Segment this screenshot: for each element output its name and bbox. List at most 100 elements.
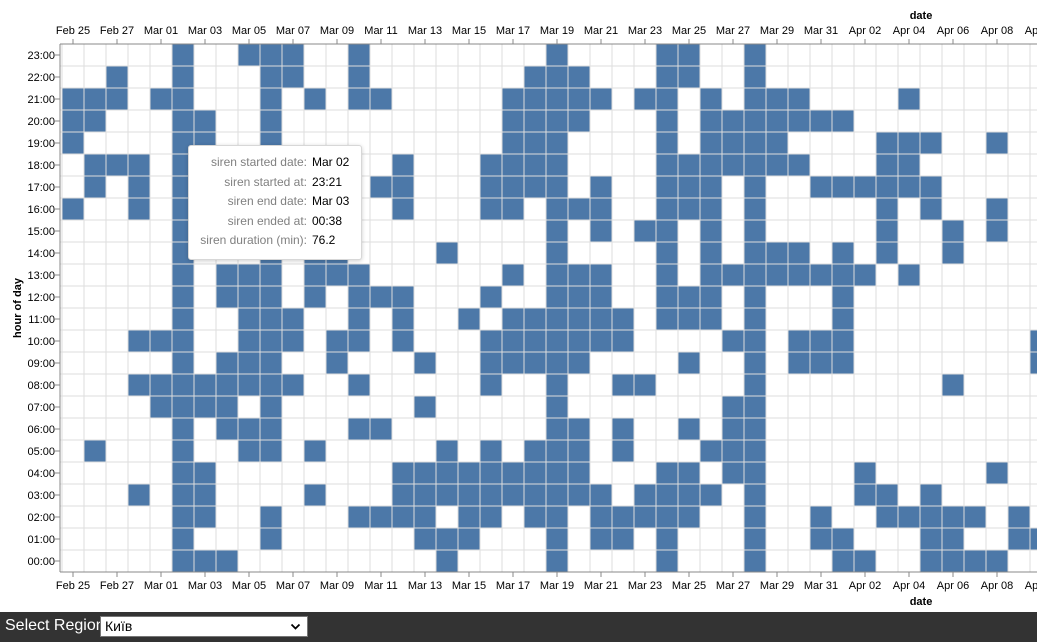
- heatmap-cell[interactable]: [194, 462, 216, 484]
- heatmap-cell[interactable]: [172, 308, 194, 330]
- region-select[interactable]: Київ: [100, 616, 308, 637]
- heatmap-cell[interactable]: [282, 66, 304, 88]
- heatmap-cell[interactable]: [172, 396, 194, 418]
- heatmap-cell[interactable]: [656, 528, 678, 550]
- heatmap-cell[interactable]: [964, 550, 986, 572]
- heatmap-cell[interactable]: [810, 110, 832, 132]
- heatmap-cell[interactable]: [656, 132, 678, 154]
- heatmap-cell[interactable]: [546, 418, 568, 440]
- heatmap-cell[interactable]: [920, 198, 942, 220]
- heatmap-cell[interactable]: [898, 154, 920, 176]
- heatmap-cell[interactable]: [260, 330, 282, 352]
- heatmap-cell[interactable]: [722, 264, 744, 286]
- heatmap-cell[interactable]: [832, 550, 854, 572]
- heatmap-cell[interactable]: [414, 352, 436, 374]
- heatmap-cell[interactable]: [612, 418, 634, 440]
- heatmap-cell[interactable]: [744, 110, 766, 132]
- heatmap-cell[interactable]: [876, 242, 898, 264]
- heatmap-cell[interactable]: [612, 308, 634, 330]
- heatmap-cell[interactable]: [766, 264, 788, 286]
- heatmap-cell[interactable]: [678, 154, 700, 176]
- heatmap-cell[interactable]: [766, 110, 788, 132]
- heatmap-cell[interactable]: [634, 374, 656, 396]
- heatmap-cell[interactable]: [172, 44, 194, 66]
- heatmap-cell[interactable]: [392, 308, 414, 330]
- heatmap-cell[interactable]: [194, 110, 216, 132]
- heatmap-cell[interactable]: [942, 220, 964, 242]
- heatmap-cell[interactable]: [722, 330, 744, 352]
- heatmap-cell[interactable]: [590, 220, 612, 242]
- heatmap-cell[interactable]: [678, 286, 700, 308]
- heatmap-cell[interactable]: [546, 462, 568, 484]
- heatmap-cell[interactable]: [678, 462, 700, 484]
- heatmap-cell[interactable]: [150, 396, 172, 418]
- heatmap-cell[interactable]: [260, 352, 282, 374]
- heatmap-cell[interactable]: [568, 264, 590, 286]
- heatmap-cell[interactable]: [502, 352, 524, 374]
- heatmap-cell[interactable]: [128, 154, 150, 176]
- heatmap-cell[interactable]: [832, 176, 854, 198]
- heatmap-cell[interactable]: [260, 88, 282, 110]
- heatmap-cell[interactable]: [744, 220, 766, 242]
- heatmap-cell[interactable]: [546, 110, 568, 132]
- heatmap-cell[interactable]: [590, 506, 612, 528]
- heatmap-cell[interactable]: [832, 352, 854, 374]
- heatmap-cell[interactable]: [62, 110, 84, 132]
- heatmap-cell[interactable]: [458, 484, 480, 506]
- heatmap-cell[interactable]: [326, 264, 348, 286]
- heatmap-cell[interactable]: [502, 132, 524, 154]
- heatmap-cell[interactable]: [238, 330, 260, 352]
- heatmap-cell[interactable]: [546, 44, 568, 66]
- heatmap-cell[interactable]: [744, 176, 766, 198]
- heatmap-cell[interactable]: [62, 88, 84, 110]
- heatmap-cell[interactable]: [282, 308, 304, 330]
- heatmap-cell[interactable]: [392, 198, 414, 220]
- heatmap-cell[interactable]: [700, 176, 722, 198]
- heatmap-cell[interactable]: [700, 308, 722, 330]
- heatmap-cell[interactable]: [722, 132, 744, 154]
- heatmap-cell[interactable]: [414, 506, 436, 528]
- heatmap-cell[interactable]: [832, 286, 854, 308]
- heatmap-cell[interactable]: [348, 330, 370, 352]
- heatmap-cell[interactable]: [656, 286, 678, 308]
- heatmap-cell[interactable]: [612, 330, 634, 352]
- heatmap-cell[interactable]: [854, 264, 876, 286]
- heatmap-cell[interactable]: [744, 286, 766, 308]
- heatmap-cell[interactable]: [238, 418, 260, 440]
- heatmap-cell[interactable]: [414, 396, 436, 418]
- heatmap-cell[interactable]: [744, 242, 766, 264]
- heatmap-cell[interactable]: [788, 352, 810, 374]
- heatmap-cell[interactable]: [546, 352, 568, 374]
- heatmap-cell[interactable]: [480, 440, 502, 462]
- heatmap-cell[interactable]: [656, 176, 678, 198]
- heatmap-cell[interactable]: [700, 264, 722, 286]
- heatmap-cell[interactable]: [744, 308, 766, 330]
- heatmap-cell[interactable]: [524, 484, 546, 506]
- heatmap-cell[interactable]: [656, 198, 678, 220]
- heatmap-cell[interactable]: [876, 198, 898, 220]
- heatmap-cell[interactable]: [788, 154, 810, 176]
- heatmap-cell[interactable]: [348, 418, 370, 440]
- heatmap-cell[interactable]: [458, 308, 480, 330]
- heatmap-cell[interactable]: [854, 462, 876, 484]
- heatmap-cell[interactable]: [678, 176, 700, 198]
- heatmap-cell[interactable]: [172, 484, 194, 506]
- heatmap-cell[interactable]: [832, 308, 854, 330]
- heatmap-cell[interactable]: [832, 264, 854, 286]
- heatmap-cell[interactable]: [942, 506, 964, 528]
- heatmap-cell[interactable]: [524, 66, 546, 88]
- heatmap-cell[interactable]: [546, 286, 568, 308]
- heatmap-cell[interactable]: [744, 264, 766, 286]
- heatmap-cell[interactable]: [304, 264, 326, 286]
- heatmap-cell[interactable]: [172, 264, 194, 286]
- heatmap-cell[interactable]: [128, 484, 150, 506]
- heatmap-cell[interactable]: [744, 198, 766, 220]
- heatmap-cell[interactable]: [700, 484, 722, 506]
- heatmap-cell[interactable]: [260, 506, 282, 528]
- heatmap-cell[interactable]: [458, 528, 480, 550]
- heatmap-cell[interactable]: [260, 528, 282, 550]
- heatmap-cell[interactable]: [480, 286, 502, 308]
- heatmap-cell[interactable]: [392, 154, 414, 176]
- heatmap-cell[interactable]: [216, 286, 238, 308]
- heatmap-cell[interactable]: [348, 308, 370, 330]
